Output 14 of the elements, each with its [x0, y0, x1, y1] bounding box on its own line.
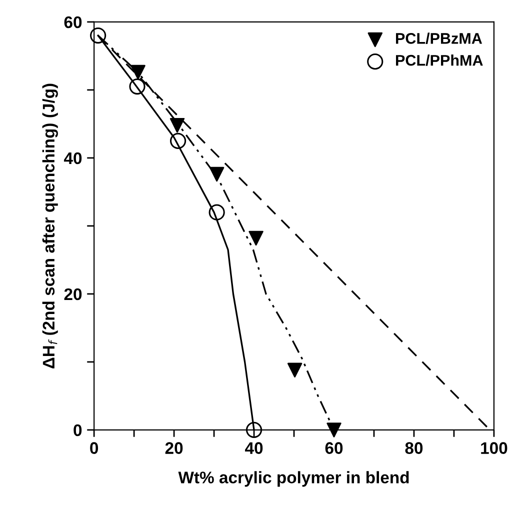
y-tick-label: 60 [64, 16, 82, 28]
y-tick-label: 40 [64, 152, 82, 164]
x-axis-title: Wt% acrylic polymer in blend [178, 471, 409, 487]
legend-label: PCL/PBzMA [396, 32, 482, 44]
x-tick-label: 0 [90, 442, 98, 454]
x-tick-label: 80 [405, 442, 423, 454]
x-tick-label: 100 [481, 442, 508, 454]
x-tick-label: 60 [325, 442, 343, 454]
y-axis-title: ΔH$_{f}$ (2nd scan after quenching) (J/g) [42, 84, 58, 368]
legend-label: PCL/PPhMA [396, 54, 483, 66]
x-tick-label: 40 [245, 442, 263, 454]
y-tick-label: 0 [74, 424, 82, 436]
x-tick-label: 20 [165, 442, 183, 454]
y-tick-label: 20 [64, 288, 82, 300]
